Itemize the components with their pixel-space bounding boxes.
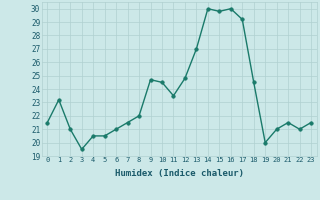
X-axis label: Humidex (Indice chaleur): Humidex (Indice chaleur): [115, 169, 244, 178]
